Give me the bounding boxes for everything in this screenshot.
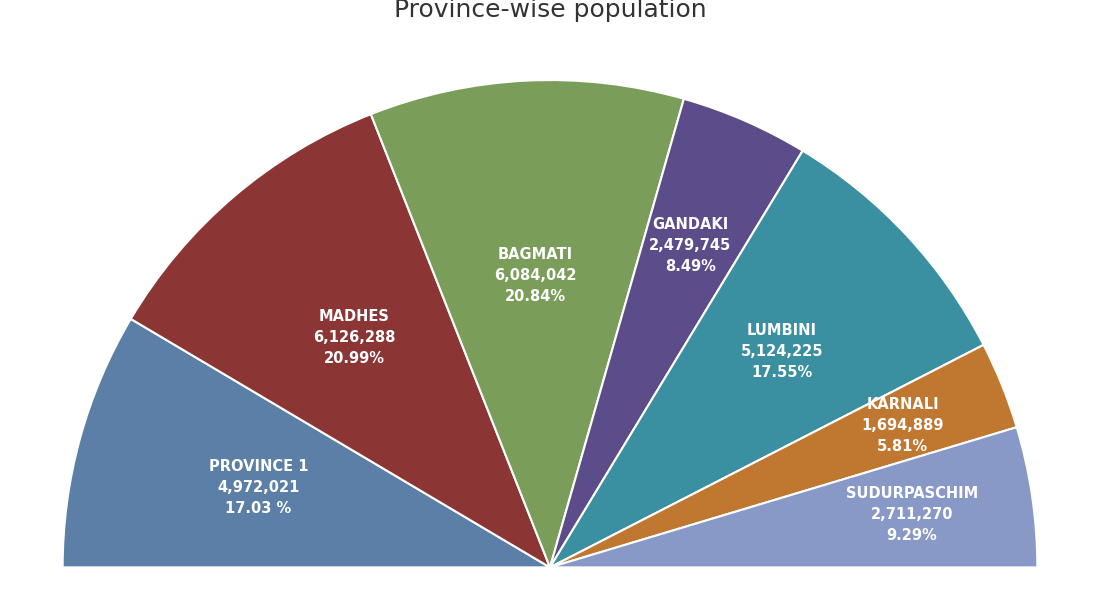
Wedge shape (131, 114, 550, 567)
Wedge shape (550, 151, 983, 567)
Wedge shape (550, 345, 1016, 567)
Text: MADHES
6,126,288
20.99%: MADHES 6,126,288 20.99% (312, 309, 395, 366)
Wedge shape (63, 319, 550, 567)
Text: LUMBINI
5,124,225
17.55%: LUMBINI 5,124,225 17.55% (740, 323, 823, 380)
Text: KARNALI
1,694,889
5.81%: KARNALI 1,694,889 5.81% (861, 397, 944, 454)
Text: GANDAKI
2,479,745
8.49%: GANDAKI 2,479,745 8.49% (649, 217, 732, 274)
Text: PROVINCE 1
4,972,021
17.03 %: PROVINCE 1 4,972,021 17.03 % (209, 459, 308, 516)
Title: Province-wise population: Province-wise population (394, 0, 706, 22)
Text: BAGMATI
6,084,042
20.84%: BAGMATI 6,084,042 20.84% (494, 247, 576, 304)
Wedge shape (371, 80, 684, 567)
Wedge shape (550, 427, 1037, 567)
Wedge shape (550, 99, 803, 567)
Text: SUDURPASCHIM
2,711,270
9.29%: SUDURPASCHIM 2,711,270 9.29% (846, 486, 978, 543)
